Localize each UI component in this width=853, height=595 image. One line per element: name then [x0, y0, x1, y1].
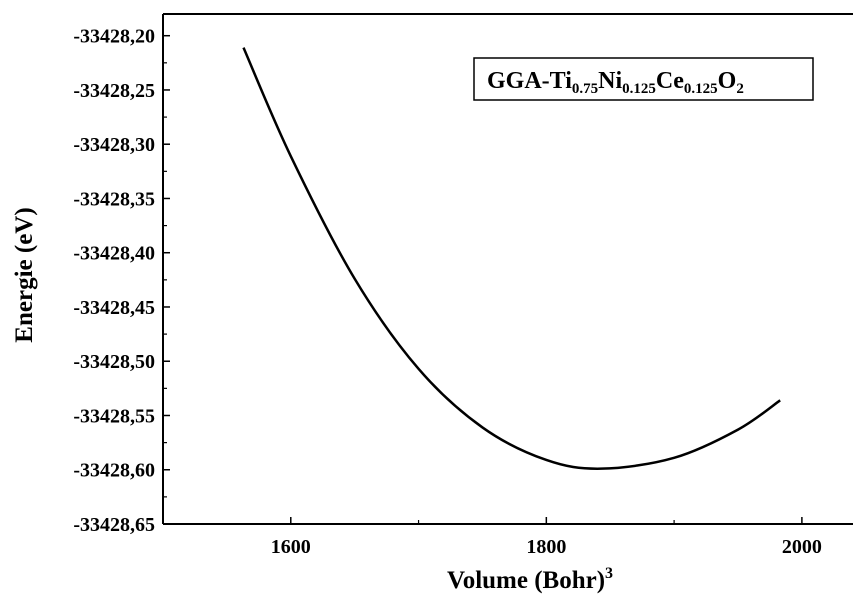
y-tick-label: -33428,30	[73, 134, 155, 156]
y-ticks: -33428,20 -33428,25 -33428,30 -33428,35 -334…	[73, 26, 170, 536]
plot-frame	[162, 13, 853, 525]
energy-volume-curve	[242, 47, 781, 470]
x-tick-label: 1800	[526, 536, 566, 558]
legend-label: GGA-Ti0.75Ni0.125Ce0.125O2	[487, 68, 744, 97]
x-ticks: 1600 1800 2000	[271, 517, 822, 558]
y-tick-label: -33428,65	[73, 514, 155, 536]
y-tick-label: -33428,55	[73, 405, 155, 427]
x-axis-title: Volume (Bohr)3	[447, 565, 613, 594]
y-tick-label: -33428,25	[73, 80, 155, 102]
y-tick-label: -33428,20	[73, 26, 155, 48]
x-tick-label: 1600	[271, 536, 311, 558]
y-tick-label: -33428,45	[73, 297, 155, 319]
y-tick-label: -33428,50	[73, 351, 155, 373]
x-tick-label: 2000	[782, 536, 822, 558]
y-tick-label: -33428,60	[73, 460, 155, 482]
y-axis-title: Energie (eV)	[11, 207, 38, 342]
y-tick-label: -33428,35	[73, 188, 155, 210]
y-tick-label: -33428,40	[73, 243, 155, 265]
legend-frame	[473, 57, 814, 101]
legend-box: GGA-Ti0.75Ni0.125Ce0.125O2	[473, 57, 814, 101]
